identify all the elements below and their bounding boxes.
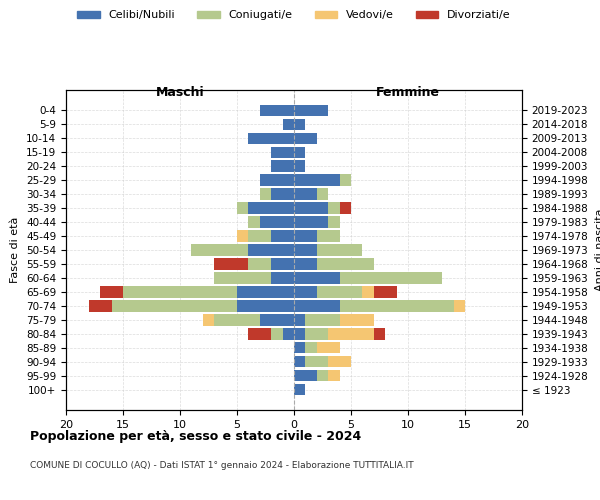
Bar <box>294 328 305 340</box>
Bar <box>454 300 465 312</box>
Bar <box>89 300 112 312</box>
Bar <box>294 258 317 270</box>
Bar <box>328 328 374 340</box>
Bar <box>294 300 340 312</box>
Bar <box>248 328 271 340</box>
Bar <box>317 244 362 256</box>
Bar <box>260 174 294 186</box>
Bar <box>294 160 305 172</box>
Bar <box>214 258 248 270</box>
Bar <box>317 230 340 241</box>
Bar <box>294 342 305 353</box>
Bar <box>294 202 328 213</box>
Bar <box>328 356 351 368</box>
Bar <box>317 286 362 298</box>
Bar <box>283 118 294 130</box>
Bar <box>317 258 374 270</box>
Bar <box>305 328 328 340</box>
Bar <box>294 146 305 158</box>
Bar <box>374 286 397 298</box>
Bar <box>294 272 340 283</box>
Bar <box>340 300 454 312</box>
Bar <box>237 300 294 312</box>
Bar <box>362 286 374 298</box>
Text: COMUNE DI COCULLO (AQ) - Dati ISTAT 1° gennaio 2024 - Elaborazione TUTTITALIA.IT: COMUNE DI COCULLO (AQ) - Dati ISTAT 1° g… <box>30 460 413 469</box>
Bar <box>237 286 294 298</box>
Bar <box>294 174 340 186</box>
Bar <box>294 132 317 143</box>
Bar <box>328 202 340 213</box>
Bar <box>271 328 283 340</box>
Bar <box>214 272 271 283</box>
Bar <box>340 202 351 213</box>
Bar <box>317 342 340 353</box>
Text: Popolazione per età, sesso e stato civile - 2024: Popolazione per età, sesso e stato civil… <box>30 430 361 443</box>
Bar <box>294 356 305 368</box>
Bar <box>271 146 294 158</box>
Y-axis label: Anni di nascita: Anni di nascita <box>595 209 600 291</box>
Bar <box>305 314 340 326</box>
Text: Femmine: Femmine <box>376 86 440 99</box>
Bar <box>271 272 294 283</box>
Bar <box>340 314 374 326</box>
Bar <box>328 370 340 382</box>
Bar <box>340 174 351 186</box>
Bar <box>271 258 294 270</box>
Bar <box>294 244 317 256</box>
Bar <box>123 286 237 298</box>
Bar <box>237 202 248 213</box>
Bar <box>328 216 340 228</box>
Bar <box>191 244 248 256</box>
Y-axis label: Fasce di età: Fasce di età <box>10 217 20 283</box>
Bar <box>340 272 442 283</box>
Bar <box>260 188 271 200</box>
Legend: Celibi/Nubili, Coniugati/e, Vedovi/e, Divorziati/e: Celibi/Nubili, Coniugati/e, Vedovi/e, Di… <box>73 6 515 25</box>
Bar <box>248 244 294 256</box>
Bar <box>294 230 317 241</box>
Bar <box>260 314 294 326</box>
Bar <box>214 314 260 326</box>
Bar <box>283 328 294 340</box>
Bar <box>237 230 248 241</box>
Bar <box>112 300 237 312</box>
Bar <box>294 314 305 326</box>
Bar <box>100 286 123 298</box>
Bar <box>294 188 317 200</box>
Bar <box>248 202 294 213</box>
Bar <box>248 230 271 241</box>
Bar <box>271 188 294 200</box>
Bar <box>317 370 328 382</box>
Bar <box>260 216 294 228</box>
Bar <box>294 216 328 228</box>
Text: Maschi: Maschi <box>155 86 205 99</box>
Bar <box>248 216 260 228</box>
Bar <box>294 370 317 382</box>
Bar <box>271 160 294 172</box>
Bar <box>271 230 294 241</box>
Bar <box>248 258 271 270</box>
Bar <box>248 132 294 143</box>
Bar <box>294 104 328 116</box>
Bar <box>317 188 328 200</box>
Bar <box>203 314 214 326</box>
Bar <box>294 286 317 298</box>
Bar <box>294 384 305 396</box>
Bar <box>374 328 385 340</box>
Bar <box>305 356 328 368</box>
Bar <box>294 118 305 130</box>
Bar <box>260 104 294 116</box>
Bar <box>305 342 317 353</box>
